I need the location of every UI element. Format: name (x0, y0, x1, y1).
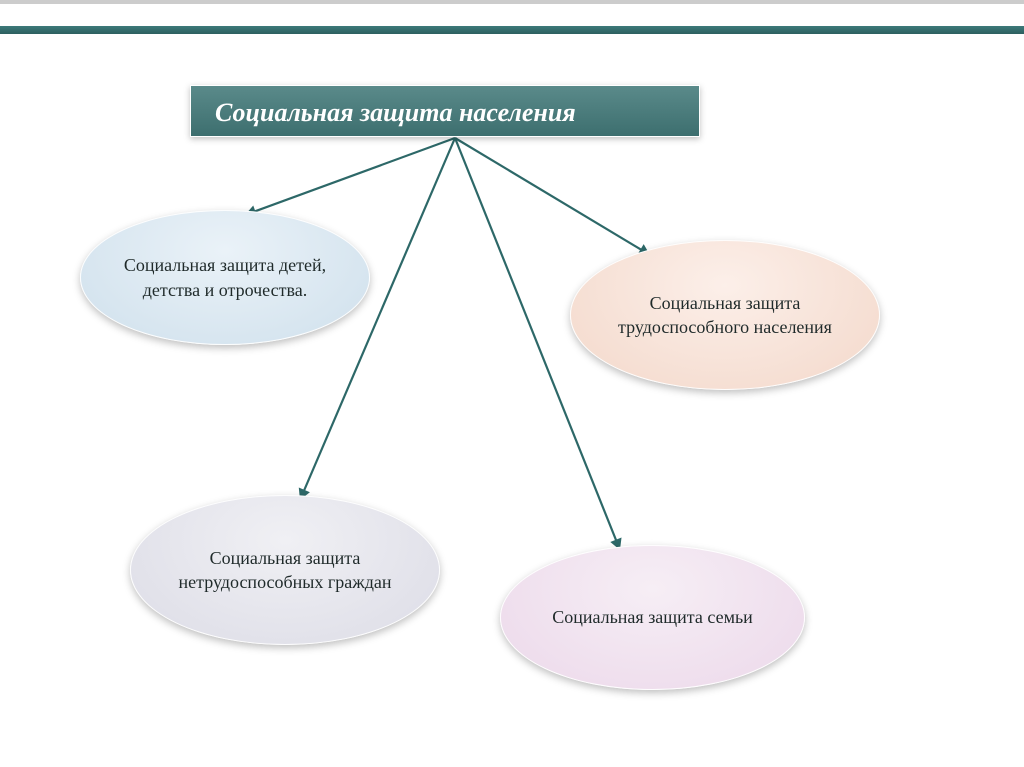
node-children-label: Социальная защита детей, детства и отроч… (109, 253, 341, 302)
node-children: Социальная защита детей, детства и отроч… (80, 210, 370, 345)
node-disabled: Социальная защита нетрудоспособных гражд… (130, 495, 440, 645)
accent-bar (0, 26, 1024, 34)
top-border (0, 0, 1024, 4)
node-family: Социальная защита семьи (500, 545, 805, 690)
node-disabled-label: Социальная защита нетрудоспособных гражд… (159, 546, 411, 595)
title-box: Социальная защита населения (190, 85, 700, 137)
node-workforce-label: Социальная защита трудоспособного населе… (599, 291, 851, 340)
node-workforce: Социальная защита трудоспособного населе… (570, 240, 880, 390)
node-family-label: Социальная защита семьи (552, 605, 753, 629)
title-text: Социальная защита населения (215, 98, 576, 127)
